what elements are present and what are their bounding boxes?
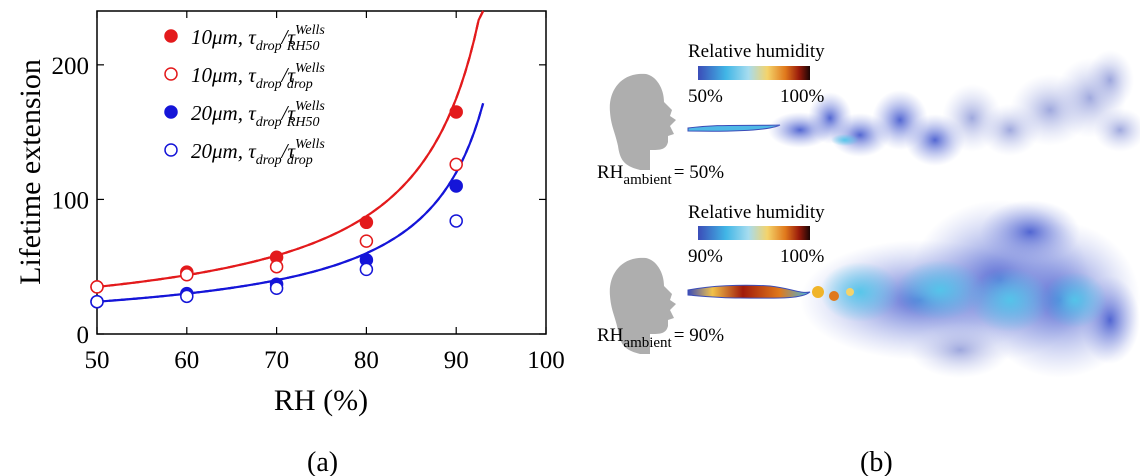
legend: 10μm, τdrop/τWells RH50 10μm, τdrop/τWells… xyxy=(164,23,325,168)
humidity-jet-illustration: Relative humidity 50% 100% RHambient = 50… xyxy=(597,41,1140,378)
x-axis-ticks: 50 60 70 80 90 100 xyxy=(85,11,565,374)
legend-marker-1 xyxy=(164,29,178,43)
x-tick-label: 70 xyxy=(264,347,289,374)
x-tick-label: 80 xyxy=(354,347,379,374)
legend-label-3: 20μm, τdrop/τWells RH50 xyxy=(191,99,325,130)
colorbar-title-top: Relative humidity xyxy=(688,41,825,62)
jet-plume-top xyxy=(687,50,1140,166)
x-tick-label: 100 xyxy=(527,347,565,374)
panel-label-b: (b) xyxy=(860,447,893,476)
colorbar-bottom xyxy=(698,226,810,240)
x-tick-label: 60 xyxy=(174,347,199,374)
data-point-series-1 xyxy=(449,105,463,119)
data-point-series-2 xyxy=(269,259,284,274)
x-tick-label: 90 xyxy=(444,347,469,374)
colorbar-max-bottom: 100% xyxy=(780,246,825,267)
panel-label-a: (a) xyxy=(307,447,338,476)
fit-line-series-4 xyxy=(96,102,485,303)
legend-label-2: 10μm, τdrop/τWells drop xyxy=(191,61,325,92)
x-tick-label: 50 xyxy=(85,347,110,374)
data-point-series-3 xyxy=(449,179,463,193)
rh-ambient-label-bottom: RHambient = 90% xyxy=(597,325,724,351)
data-point-series-4 xyxy=(90,294,104,309)
legend-label-1: 10μm, τdrop/τWells RH50 xyxy=(191,23,325,54)
legend-label-4: 20μm, τdrop/τWells drop xyxy=(191,137,325,168)
colorbar-max-top: 100% xyxy=(780,86,825,107)
jet-plume-bottom xyxy=(687,200,1140,378)
data-point-series-2 xyxy=(90,280,104,294)
data-point-series-2 xyxy=(449,157,463,172)
rh-ambient-label-top: RHambient = 50% xyxy=(597,162,724,188)
y-tick-label: 0 xyxy=(77,322,90,349)
fit-line-series-2 xyxy=(96,10,485,288)
data-point-series-2 xyxy=(359,234,374,248)
lifetime-extension-chart: 50 60 70 80 90 100 0 100 200 RH (%) Lifetime ex… xyxy=(14,10,565,417)
plot-frame xyxy=(96,10,547,335)
colorbar-min-top: 50% xyxy=(688,86,723,107)
head-silhouette-bottom xyxy=(609,257,676,354)
data-point-series-2 xyxy=(180,268,194,282)
head-silhouette-top xyxy=(609,73,676,170)
y-axis-label: Lifetime extension xyxy=(14,59,47,285)
data-markers xyxy=(90,105,463,309)
y-axis-ticks: 0 100 200 xyxy=(52,53,546,349)
fit-curves xyxy=(96,10,485,303)
fit-line-series-3 xyxy=(96,102,485,303)
y-tick-label: 100 xyxy=(52,187,90,214)
y-tick-label: 200 xyxy=(52,53,90,80)
data-point-series-4 xyxy=(449,214,463,228)
data-point-series-1 xyxy=(359,215,374,230)
data-point-series-4 xyxy=(269,281,284,295)
data-point-series-4 xyxy=(180,289,194,304)
colorbar-min-bottom: 90% xyxy=(688,246,723,267)
colorbar-top xyxy=(698,66,810,80)
data-point-series-4 xyxy=(359,262,374,277)
colorbar-title-bottom: Relative humidity xyxy=(688,202,825,223)
legend-marker-2 xyxy=(164,67,178,81)
legend-marker-4 xyxy=(164,143,178,157)
x-axis-label: RH (%) xyxy=(274,384,368,417)
legend-marker-3 xyxy=(164,105,178,119)
